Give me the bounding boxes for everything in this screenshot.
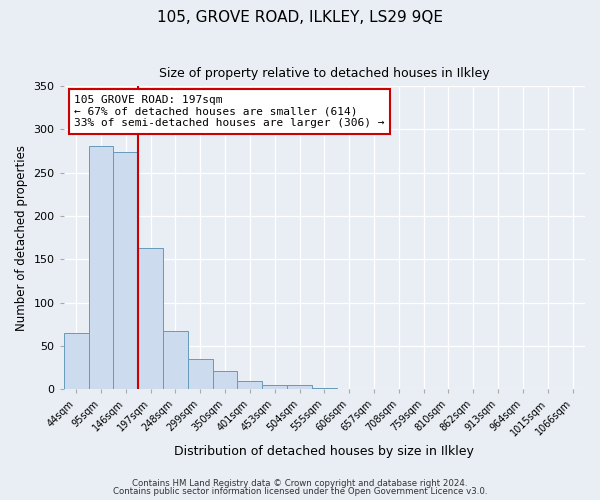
- Bar: [89, 146, 113, 390]
- Text: 105 GROVE ROAD: 197sqm
← 67% of detached houses are smaller (614)
33% of semi-de: 105 GROVE ROAD: 197sqm ← 67% of detached…: [74, 95, 385, 128]
- Bar: [411, 388, 436, 390]
- Bar: [64, 333, 89, 390]
- X-axis label: Distribution of detached houses by size in Ilkley: Distribution of detached houses by size …: [175, 444, 474, 458]
- Text: Contains HM Land Registry data © Crown copyright and database right 2024.: Contains HM Land Registry data © Crown c…: [132, 478, 468, 488]
- Bar: [212, 371, 238, 390]
- Bar: [113, 152, 138, 390]
- Bar: [262, 385, 287, 390]
- Bar: [312, 388, 337, 390]
- Bar: [486, 388, 511, 390]
- Title: Size of property relative to detached houses in Ilkley: Size of property relative to detached ho…: [159, 68, 490, 80]
- Text: Contains public sector information licensed under the Open Government Licence v3: Contains public sector information licen…: [113, 487, 487, 496]
- Bar: [138, 248, 163, 390]
- Bar: [188, 359, 212, 390]
- Y-axis label: Number of detached properties: Number of detached properties: [15, 144, 28, 330]
- Bar: [238, 380, 262, 390]
- Bar: [163, 332, 188, 390]
- Bar: [560, 388, 585, 390]
- Bar: [287, 385, 312, 390]
- Bar: [535, 388, 560, 390]
- Text: 105, GROVE ROAD, ILKLEY, LS29 9QE: 105, GROVE ROAD, ILKLEY, LS29 9QE: [157, 10, 443, 25]
- Bar: [362, 388, 386, 390]
